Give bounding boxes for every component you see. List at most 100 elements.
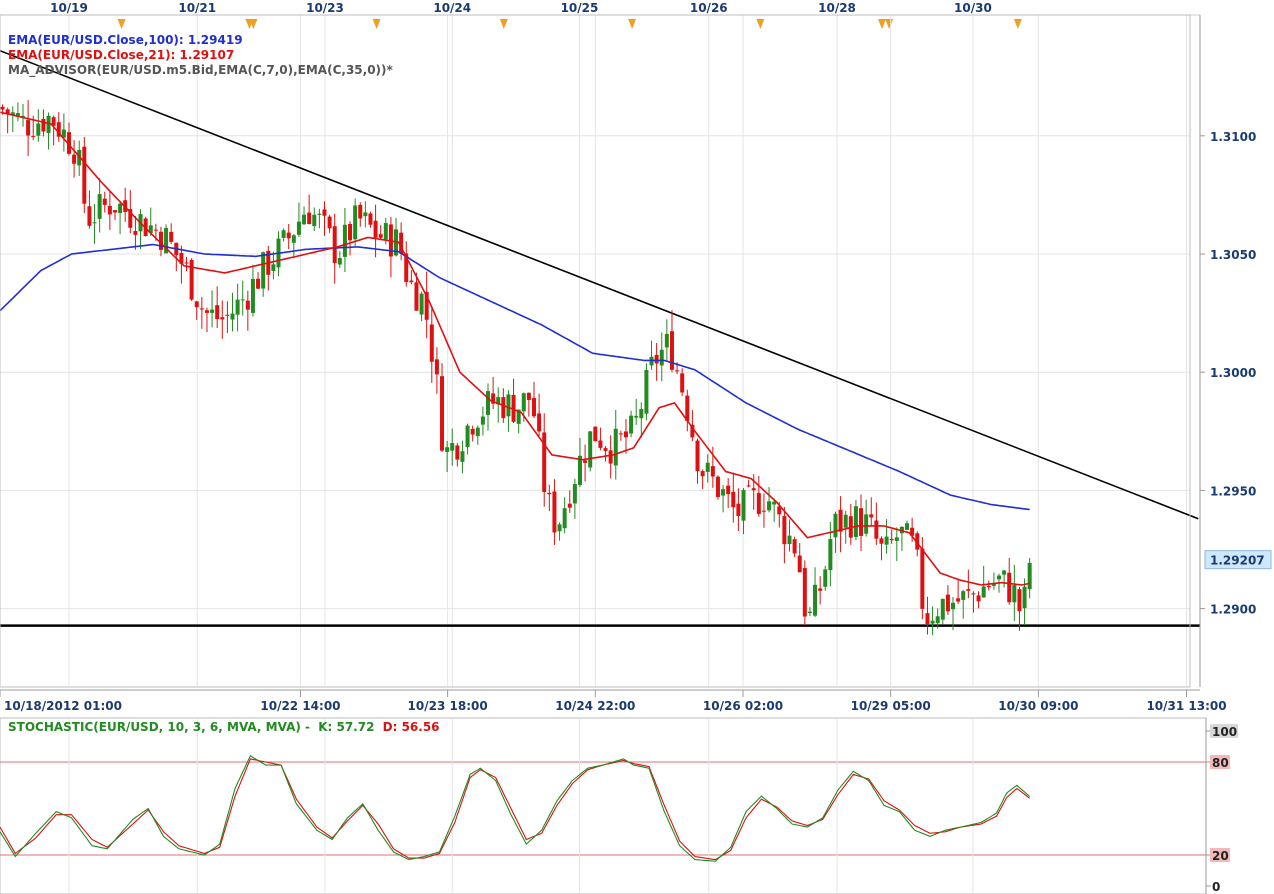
candle-10 xyxy=(51,115,56,146)
candle-body xyxy=(501,397,506,419)
candle-16 xyxy=(82,137,87,214)
event-marker-9 xyxy=(1013,19,1022,29)
candle-183 xyxy=(935,608,940,629)
candle-body xyxy=(593,426,598,442)
candle-body xyxy=(537,413,542,432)
candle-body xyxy=(915,533,920,550)
candle-181 xyxy=(925,596,930,635)
stochastic-legend-name[interactable]: STOCHASTIC(EUR/USD, 10, 3, 6, MVA, MVA) … xyxy=(8,720,311,734)
candle-51 xyxy=(261,251,266,297)
time-axis[interactable]: 10/18/2012 01:00 10/22 14:00 10/23 18:00 10… xyxy=(0,689,1227,713)
candle-body xyxy=(97,194,102,219)
stochastic-axis[interactable]: 100 80 20 0 xyxy=(1205,718,1238,894)
top-date-label-5: 10/26 xyxy=(690,1,728,15)
candle-body xyxy=(802,568,807,617)
candle-194 xyxy=(991,572,996,590)
candle-body xyxy=(5,109,10,115)
candle-126 xyxy=(644,363,649,421)
candle-body xyxy=(705,462,710,472)
candle-85 xyxy=(434,347,439,394)
candle-body xyxy=(746,485,751,487)
candle-135 xyxy=(690,410,695,442)
candle-3 xyxy=(15,102,20,122)
top-date-label-1: 10/21 xyxy=(178,1,216,15)
candle-69 xyxy=(353,198,358,247)
top-date-label-0: 10/19 xyxy=(50,1,88,15)
stochastic-panel-border xyxy=(0,717,1207,894)
candle-body xyxy=(731,491,736,508)
candle-2 xyxy=(10,106,15,133)
candle-68 xyxy=(348,221,353,256)
candle-body xyxy=(956,598,961,602)
candle-121 xyxy=(618,430,623,441)
candle-90 xyxy=(460,440,465,474)
candle-123 xyxy=(629,410,634,438)
candle-body xyxy=(0,106,5,110)
candle-116 xyxy=(593,426,598,442)
candle-body xyxy=(991,583,996,586)
candle-92 xyxy=(470,425,475,442)
legend-advisor[interactable]: MA_ADVISOR(EUR/USD.m5.Bid,EMA(C,7,0),EMA… xyxy=(8,63,393,77)
candle-body xyxy=(700,471,705,477)
candle-body xyxy=(874,520,879,539)
candle-body xyxy=(199,308,204,310)
candle-body xyxy=(332,226,337,264)
candle-38 xyxy=(194,300,199,321)
candle-body xyxy=(1002,570,1007,575)
candle-197 xyxy=(1007,558,1012,605)
legend-ema100[interactable]: EMA(EUR/USD.Close,100): 1.29419 xyxy=(8,33,243,47)
stochastic-legend: STOCHASTIC(EUR/USD, 10, 3, 6, MVA, MVA) … xyxy=(8,720,440,735)
candle-136 xyxy=(695,438,700,484)
candle-body xyxy=(1027,562,1032,590)
candle-91 xyxy=(465,423,470,455)
candle-body xyxy=(807,611,812,614)
candle-189 xyxy=(966,569,971,599)
candle-4 xyxy=(20,103,25,127)
candle-49 xyxy=(250,264,255,317)
candle-153 xyxy=(782,506,787,564)
candle-17 xyxy=(87,190,92,229)
candle-body xyxy=(373,220,378,238)
candle-body xyxy=(409,280,414,283)
candle-body xyxy=(531,398,536,417)
candle-99 xyxy=(506,390,511,432)
candle-body xyxy=(51,117,56,126)
candle-56 xyxy=(286,224,291,250)
candle-body xyxy=(823,569,828,587)
candle-84 xyxy=(429,306,434,383)
price-axis[interactable]: 1.3100 1.3050 1.3000 1.2950 1.2900 1.29207 xyxy=(1199,15,1272,687)
candle-body xyxy=(572,483,577,504)
candle-140 xyxy=(715,475,720,500)
stochastic-legend-d: D: 56.56 xyxy=(382,720,440,734)
trendlines xyxy=(0,49,1200,627)
candle-46 xyxy=(235,283,240,332)
candle-body xyxy=(961,591,966,600)
candle-107 xyxy=(547,484,552,512)
event-marker-6 xyxy=(756,19,765,29)
candle-159 xyxy=(813,567,818,618)
legend-ema21[interactable]: EMA(EUR/USD.Close,21): 1.29107 xyxy=(8,48,235,62)
candle-11 xyxy=(56,112,61,142)
time-tick-label-0: 10/18/2012 01:00 xyxy=(4,699,122,713)
candle-body xyxy=(434,359,439,375)
candle-145 xyxy=(741,487,746,535)
candle-94 xyxy=(480,406,485,436)
candle-125 xyxy=(639,402,644,438)
candle-body xyxy=(843,514,848,528)
stochastic-panel[interactable] xyxy=(0,717,1207,894)
price-panel[interactable] xyxy=(0,14,1200,688)
candle-body xyxy=(583,460,588,463)
stochastic-level-box-80 xyxy=(1210,755,1230,769)
candle-200 xyxy=(1022,578,1027,625)
candle-201 xyxy=(1027,558,1032,599)
candle-44 xyxy=(225,301,230,334)
candle-36 xyxy=(184,256,189,272)
candle-120 xyxy=(613,410,618,480)
candle-body xyxy=(792,539,797,554)
candle-body xyxy=(164,227,169,254)
candle-body xyxy=(225,314,230,316)
candle-body xyxy=(613,428,618,466)
candle-body xyxy=(1007,572,1012,603)
candle-171 xyxy=(874,502,879,545)
candle-body xyxy=(828,539,833,571)
